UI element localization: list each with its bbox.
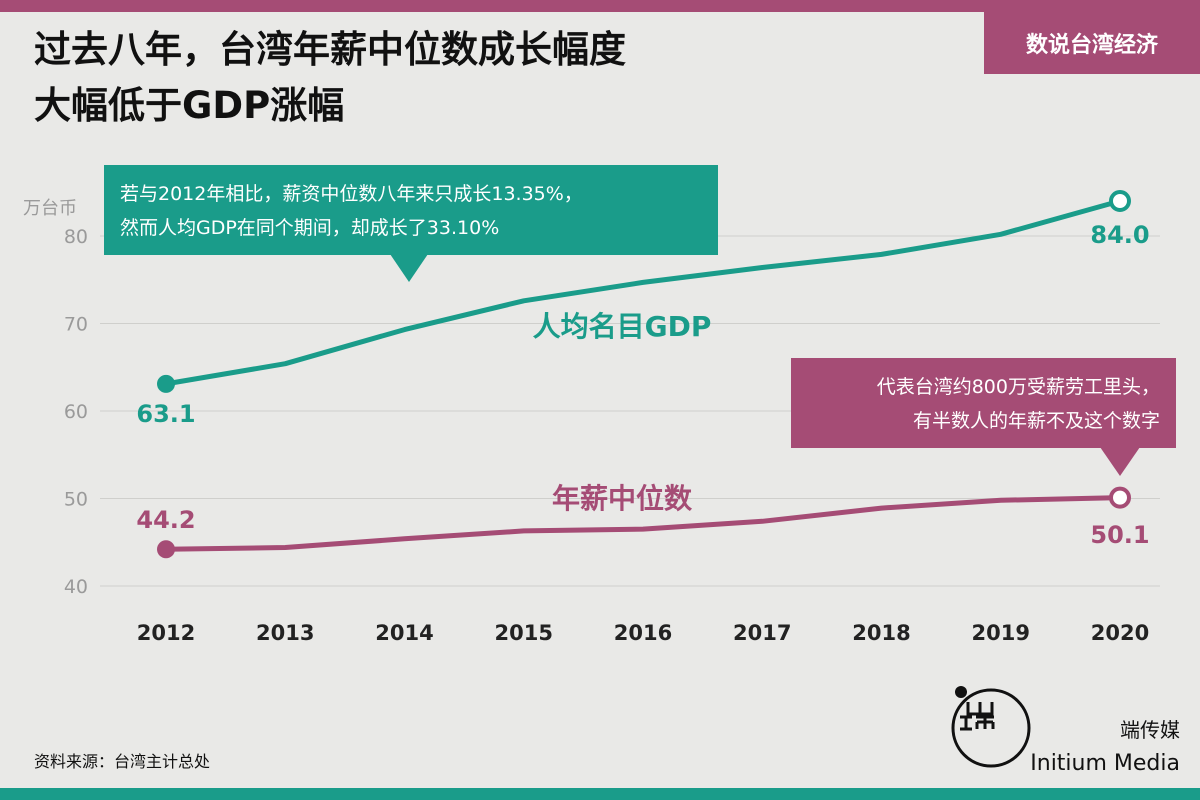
y-axis-ticks: 40 50 60 70 80 — [64, 226, 88, 598]
callout-pointer — [390, 254, 428, 282]
top-accent-bar — [0, 0, 1200, 12]
brand-name-en: Initium Media — [1030, 751, 1180, 776]
initium-logo-icon — [951, 686, 1031, 768]
data-point-end — [1109, 190, 1131, 212]
callout-text: 有半数人的年薪不及这个数字 — [913, 410, 1160, 432]
x-axis-ticks: 2012 2013 2014 2015 2016 2017 2018 2019 2020 — [137, 621, 1149, 645]
y-tick-label: 80 — [64, 226, 88, 248]
x-tick-label: 2019 — [972, 621, 1030, 645]
x-tick-label: 2020 — [1091, 621, 1149, 645]
series-name-label: 年薪中位数 — [552, 482, 693, 515]
x-tick-label: 2017 — [733, 621, 791, 645]
data-point-start — [157, 374, 175, 393]
source-note: 资料来源：台湾主计总处 — [34, 752, 211, 771]
y-tick-label: 70 — [64, 314, 88, 336]
y-tick-label: 60 — [64, 401, 88, 423]
x-tick-label: 2013 — [256, 621, 314, 645]
brand-block: 端传媒 Initium Media — [1030, 714, 1180, 776]
title-line-2: 大幅低于GDP涨幅 — [34, 84, 345, 127]
data-point-start — [157, 540, 175, 559]
chart-title: 过去八年，台湾年薪中位数成长幅度 大幅低于GDP涨幅 — [34, 22, 626, 134]
data-label-start: 63.1 — [136, 400, 195, 428]
x-tick-label: 2015 — [495, 621, 553, 645]
callout-text: 然而人均GDP在同个期间，却成长了33.10% — [120, 217, 499, 239]
series-badge: 数说台湾经济 — [984, 12, 1200, 74]
series-line — [163, 495, 1123, 552]
y-tick-label: 50 — [64, 489, 88, 511]
callout-box — [791, 358, 1176, 448]
y-axis-unit-label: 万台币 — [23, 198, 77, 219]
data-label-start: 44.2 — [136, 506, 195, 534]
title-line-1: 过去八年，台湾年薪中位数成长幅度 — [34, 28, 626, 71]
callouts: 若与2012年相比，薪资中位数八年来只成长13.35%， 然而人均GDP在同个期间… — [104, 165, 1176, 476]
data-label-end: 84.0 — [1090, 221, 1149, 249]
bottom-accent-bar — [0, 788, 1200, 800]
series-name-label: 人均名目GDP — [533, 310, 712, 343]
x-tick-label: 2014 — [375, 621, 433, 645]
series-line — [163, 198, 1123, 387]
y-tick-label: 40 — [64, 576, 88, 598]
x-tick-label: 2012 — [137, 621, 195, 645]
callout-box — [104, 165, 718, 255]
callout-pointer — [1100, 447, 1140, 476]
series-lines — [157, 190, 1131, 559]
callout-text: 若与2012年相比，薪资中位数八年来只成长13.35%， — [120, 183, 583, 205]
data-label-end: 50.1 — [1090, 521, 1149, 549]
data-point-end — [1109, 486, 1131, 509]
brand-name-cn: 端传媒 — [1120, 718, 1180, 742]
data-labels: 63.1 84.0 人均名目GDP 44.2 50.1 年薪中位数 — [136, 221, 1149, 549]
callout-text: 代表台湾约800万受薪劳工里头， — [877, 376, 1160, 398]
x-tick-label: 2016 — [614, 621, 672, 645]
x-tick-label: 2018 — [852, 621, 910, 645]
